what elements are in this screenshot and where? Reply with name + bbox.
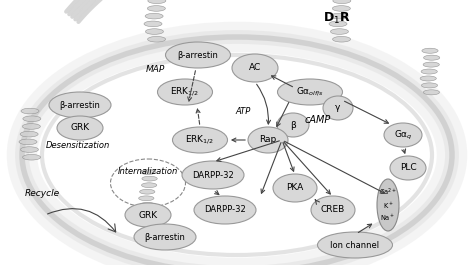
Text: β: β [290,121,296,130]
Ellipse shape [323,96,353,120]
Ellipse shape [140,189,155,194]
Ellipse shape [329,21,347,27]
Text: DARPP-32: DARPP-32 [192,170,234,179]
Text: PLC: PLC [400,164,416,173]
Text: DARPP-32: DARPP-32 [204,205,246,214]
Text: cAMP: cAMP [305,115,331,125]
Ellipse shape [332,6,350,11]
Text: Gα$_{q}$: Gα$_{q}$ [393,129,412,142]
Ellipse shape [157,79,212,105]
Text: D$_1$R: D$_1$R [323,10,351,25]
Ellipse shape [422,48,438,53]
Text: ATP: ATP [236,108,251,117]
Text: Rap: Rap [259,135,277,144]
Text: β-arrestin: β-arrestin [178,51,219,60]
Ellipse shape [333,37,351,42]
Ellipse shape [194,196,256,224]
Ellipse shape [49,92,111,118]
Ellipse shape [423,90,439,95]
Ellipse shape [277,79,343,105]
Ellipse shape [57,116,103,140]
Ellipse shape [277,113,309,137]
Ellipse shape [330,13,348,19]
Ellipse shape [146,29,164,34]
Text: GRK: GRK [71,123,90,132]
Text: β-arrestin: β-arrestin [145,232,185,241]
Text: ERK$_{1/2}$: ERK$_{1/2}$ [185,134,215,146]
Ellipse shape [377,179,399,231]
Ellipse shape [139,196,154,201]
Ellipse shape [311,196,355,224]
Text: CREB: CREB [321,205,345,214]
Ellipse shape [22,124,40,129]
Ellipse shape [232,54,278,82]
Text: ERK$_{1/2}$: ERK$_{1/2}$ [170,86,200,98]
Ellipse shape [144,21,162,27]
Ellipse shape [273,174,317,202]
Ellipse shape [424,55,440,60]
Ellipse shape [142,183,157,188]
Ellipse shape [140,170,155,174]
Text: Internalization: Internalization [118,167,178,176]
Ellipse shape [142,209,157,214]
Text: MAP: MAP [146,65,164,74]
Ellipse shape [147,6,165,11]
Ellipse shape [182,161,244,189]
Text: Ion channel: Ion channel [330,241,380,250]
FancyArrowPatch shape [47,209,116,232]
Text: Gα$_{olf/s}$: Gα$_{olf/s}$ [296,86,324,98]
Ellipse shape [333,0,351,3]
Ellipse shape [384,123,422,147]
Ellipse shape [134,224,196,250]
Ellipse shape [421,83,438,88]
Ellipse shape [140,202,155,207]
Text: GRK: GRK [138,210,157,219]
Ellipse shape [147,37,165,42]
Ellipse shape [19,139,37,145]
Text: Recycle: Recycle [25,188,60,197]
Ellipse shape [248,127,288,153]
Ellipse shape [330,29,348,34]
Ellipse shape [165,42,230,68]
Ellipse shape [173,127,228,153]
Ellipse shape [21,108,39,114]
Ellipse shape [23,154,41,160]
Ellipse shape [20,131,38,137]
Ellipse shape [423,62,439,67]
Ellipse shape [318,232,392,258]
Text: γ: γ [335,104,341,113]
Ellipse shape [421,69,438,74]
Ellipse shape [142,176,157,181]
Ellipse shape [20,147,38,152]
Text: AC: AC [249,64,261,73]
Text: β-arrestin: β-arrestin [60,100,100,109]
Ellipse shape [125,203,171,227]
Ellipse shape [148,0,166,3]
Ellipse shape [23,116,41,122]
Text: Ca$^{2+}$
K$^+$
Na$^+$: Ca$^{2+}$ K$^+$ Na$^+$ [379,187,397,223]
Ellipse shape [420,76,436,81]
Ellipse shape [145,13,163,19]
Text: PKA: PKA [286,183,304,192]
Ellipse shape [390,156,426,180]
Text: Desensitization: Desensitization [46,140,110,149]
